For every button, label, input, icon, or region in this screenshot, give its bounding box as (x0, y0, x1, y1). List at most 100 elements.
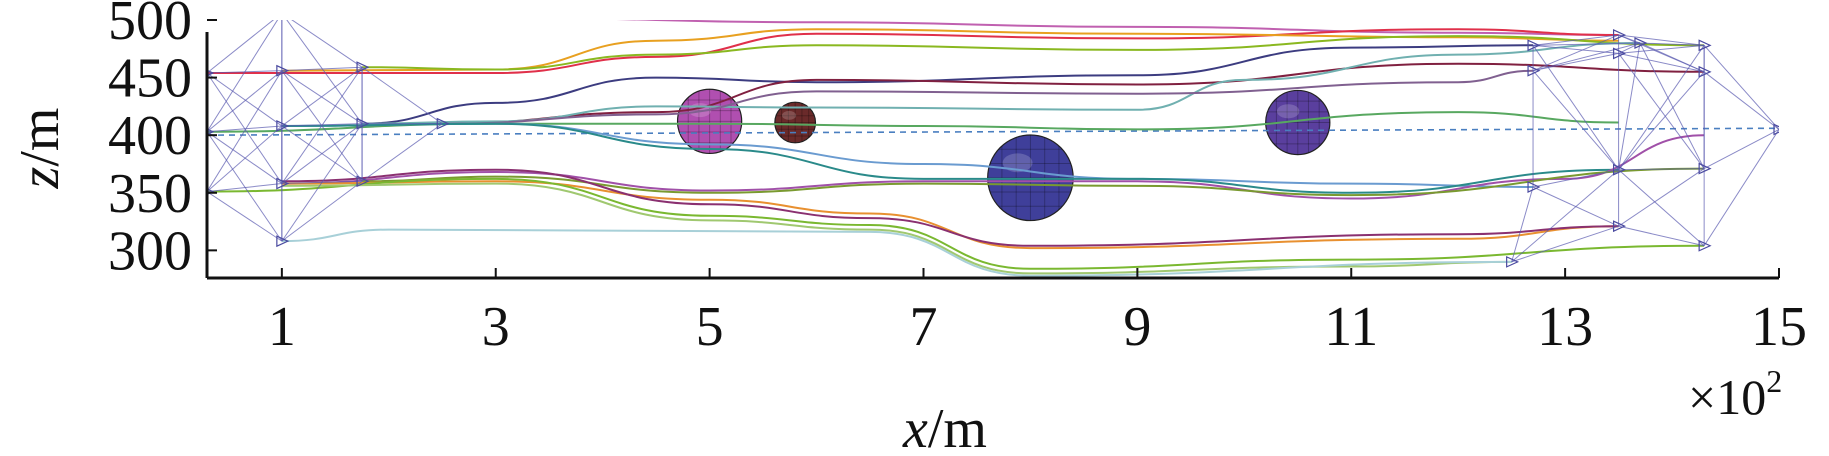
x-axis-label-unit: /m (928, 398, 987, 456)
trajectory-line-11 (281, 122, 1619, 194)
y-tick-label: 500 (108, 0, 192, 52)
formation-end-edge (1618, 169, 1705, 247)
formation-start-edge (207, 131, 283, 242)
formation-start-edge (207, 70, 283, 133)
formation-start-edge (207, 72, 283, 184)
formation-start-edge (286, 20, 363, 124)
y-axis-label-var: z (9, 166, 71, 189)
y-tick-label: 450 (108, 48, 192, 110)
trajectory-line-13 (362, 167, 1705, 197)
x-multiplier-base: ×10 (1688, 369, 1766, 425)
formation-end-edge (1532, 34, 1619, 72)
trajectory-line-14 (281, 180, 1619, 250)
x-multiplier-exp: 2 (1766, 363, 1782, 399)
formation-start-node (276, 177, 290, 190)
formation-end-edge (1532, 42, 1641, 72)
formation-end-edge (1618, 52, 1705, 73)
obstacle-highlight (1002, 153, 1033, 173)
formation-end-edge (1532, 52, 1619, 72)
formation-start-edge (291, 20, 363, 68)
formation-end-node (1527, 39, 1541, 52)
formation-end-node (1506, 255, 1520, 268)
formation-start-edge (207, 191, 283, 242)
formation-end-edge (1618, 168, 1705, 171)
x-tick-label: 9 (1123, 296, 1151, 358)
trajectory-line-12 (281, 134, 1705, 200)
formation-end-node (1634, 37, 1648, 49)
formation-end-edge (1639, 42, 1705, 46)
x-tick-label: 1 (268, 296, 296, 358)
formation-end-edge (1703, 45, 1779, 130)
formation-start-node (276, 64, 290, 77)
y-axis-label: z/m (9, 108, 71, 190)
formation-start-node (356, 175, 370, 188)
formation-end-edge (1618, 225, 1705, 247)
obstacle-sphere-4 (1265, 89, 1331, 156)
formation-end-edge (1532, 169, 1619, 188)
x-axis-label-var: x (902, 398, 928, 456)
formation-end-edge (1703, 128, 1779, 170)
formation-start-edge (281, 180, 363, 242)
formation-start-node (277, 8, 288, 18)
trajectory-line-1 (618, 20, 1619, 36)
formation-end-edge (1511, 169, 1619, 263)
y-tick-label: 300 (108, 220, 192, 282)
formation-end-edge (1639, 42, 1705, 169)
formation-end-edge (1532, 70, 1619, 171)
formation-end-node (1698, 239, 1712, 252)
formation-end-node (1527, 64, 1541, 77)
trajectory-line-6 (442, 62, 1705, 125)
y-axis-label-unit: /m (9, 108, 71, 167)
formation-start-edge (281, 66, 363, 127)
formation-end-edge (1618, 42, 1641, 170)
formation-end-node (1698, 65, 1712, 78)
formation-end-edge (1618, 34, 1705, 46)
formation-end-node (1773, 123, 1779, 136)
formation-start-edge (207, 72, 283, 127)
formation-start-edge (361, 66, 443, 125)
formation-end-edge (1618, 44, 1705, 54)
trajectory-line-18 (281, 228, 1512, 277)
formation-end-node (1698, 39, 1712, 52)
formation-start-node (356, 117, 370, 130)
formation-end-edge (1618, 168, 1705, 227)
formation-start-node (356, 61, 370, 74)
formation-start-edge (207, 125, 283, 192)
formation-start-edge (361, 123, 443, 182)
obstacle-sphere-3 (987, 134, 1074, 222)
x-tick-label: 15 (1751, 296, 1807, 358)
formation-start-edge (207, 70, 283, 192)
x-tick-label: 13 (1537, 296, 1593, 358)
formation-start-edge (207, 183, 282, 193)
y-tick-label: 400 (108, 105, 192, 167)
formation-start-edge (207, 20, 279, 132)
x-tick-label: 7 (909, 296, 937, 358)
formation-end-edge (1703, 71, 1779, 130)
x-axis-label: x/m (902, 398, 987, 456)
trajectory-line-8 (442, 69, 1534, 125)
formation-end-node (1612, 163, 1627, 176)
formation-end-edge (1639, 42, 1705, 73)
formation-end-edge (1511, 225, 1619, 263)
x-multiplier: ×102 (1688, 363, 1782, 425)
formation-start-edge (207, 131, 283, 184)
formation-end-node (1612, 29, 1627, 41)
formation-start-node (276, 235, 290, 248)
formation-start-edge (281, 123, 363, 242)
formation-end-edge (1511, 186, 1534, 263)
formation-end-edge (1532, 45, 1620, 171)
obstacle-highlight (1276, 104, 1300, 119)
formation-end-edge (1618, 71, 1705, 171)
trajectory-line-5 (362, 44, 1534, 125)
formation-mesh (207, 8, 1779, 268)
formation-end-node (1698, 162, 1712, 175)
y-tick-label: 350 (108, 163, 192, 225)
formation-end-node (1612, 47, 1627, 60)
formation-end-node (1612, 220, 1627, 233)
formation-start-node (276, 120, 290, 132)
formation-end-node (1527, 181, 1541, 193)
x-tick-label: 5 (696, 296, 724, 358)
trajectory-line-2 (207, 28, 1619, 75)
